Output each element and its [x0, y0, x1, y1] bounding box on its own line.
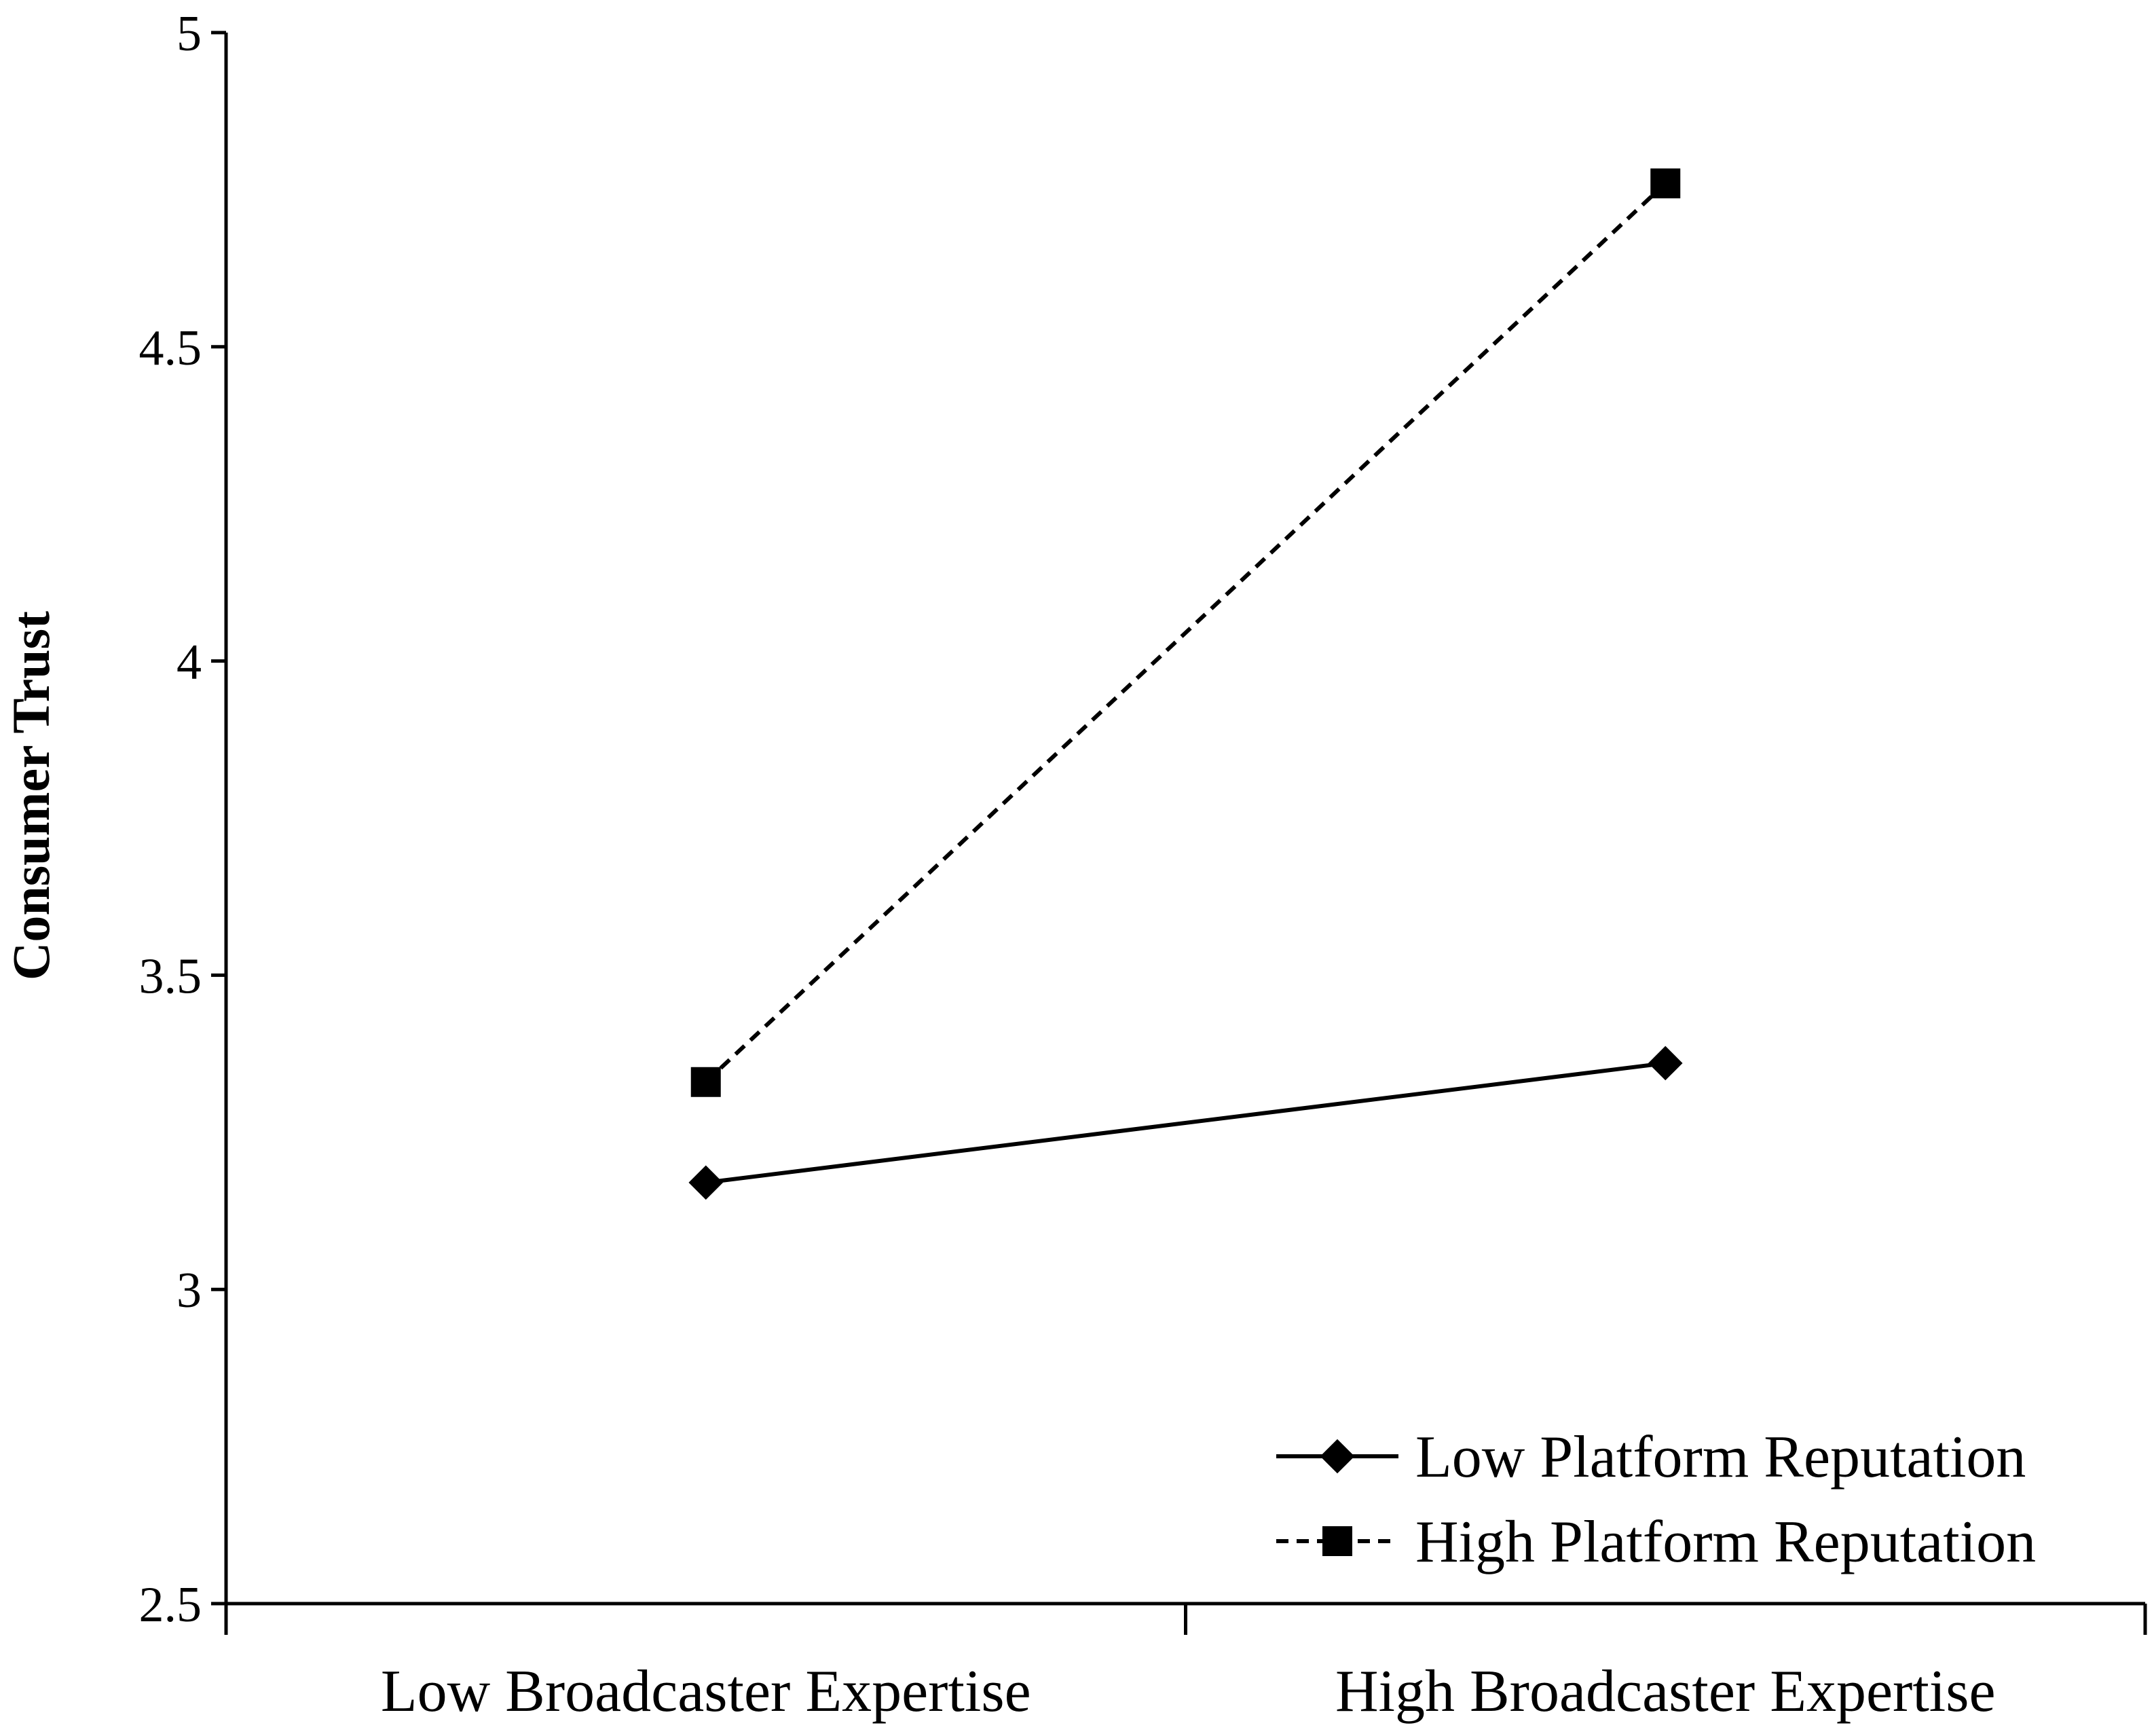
legend-item: High Platform Reputation	[1276, 1509, 2036, 1575]
y-tick-labels: 2.5 3 3.5 4 4.5 5	[139, 6, 202, 1633]
series-line	[704, 181, 1667, 1084]
x-category-label: High Broadcaster Expertise	[1335, 1659, 1996, 1724]
series-low-platform-reputation	[688, 1046, 1683, 1200]
legend-marker	[1322, 1526, 1352, 1556]
y-axis-title: Consumer Trust	[1, 611, 60, 980]
y-tick-label: 3.5	[139, 948, 202, 1004]
legend-marker	[1320, 1439, 1355, 1474]
x-tick-labels: Low Broadcaster Expertise High Broadcaste…	[381, 1659, 1996, 1724]
y-tick-label: 2.5	[139, 1577, 202, 1633]
legend-item: Low Platform Reputation	[1276, 1424, 2026, 1490]
series-line	[705, 1061, 1666, 1185]
legend-label: Low Platform Reputation	[1415, 1424, 2026, 1490]
x-category-label: Low Broadcaster Expertise	[381, 1659, 1031, 1724]
y-tick-label: 4.5	[139, 320, 202, 376]
data-point	[1650, 168, 1681, 199]
series-high-platform-reputation	[690, 168, 1681, 1097]
data-point	[1648, 1046, 1683, 1081]
y-tick-label: 4	[177, 635, 202, 690]
data-point	[690, 1067, 721, 1097]
legend: Low Platform Reputation High Platform Rep…	[1276, 1424, 2036, 1575]
legend-label: High Platform Reputation	[1415, 1509, 2036, 1575]
y-tick-label: 3	[177, 1263, 202, 1318]
y-tick-label: 5	[177, 6, 202, 62]
series-layer	[688, 168, 1683, 1200]
data-point	[688, 1165, 724, 1200]
axes	[211, 31, 2147, 1635]
